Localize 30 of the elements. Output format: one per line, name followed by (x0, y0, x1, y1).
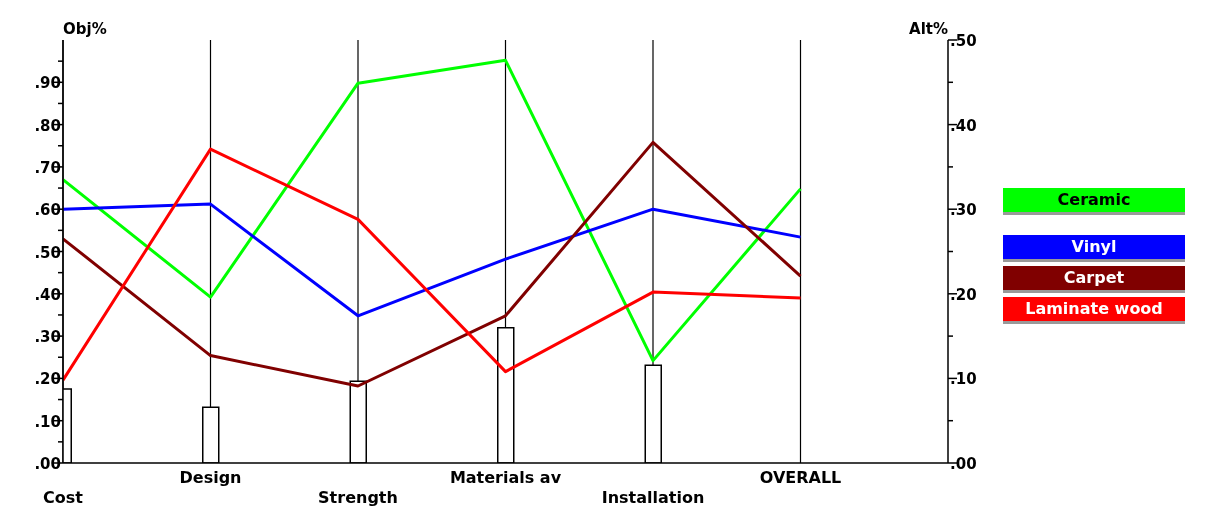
y-tick-label: .60 (34, 201, 61, 220)
y-tick-label: .80 (34, 116, 61, 135)
x-tick-label: Installation (601, 488, 705, 507)
y2-tick-label: .00 (950, 455, 977, 473)
y2-tick-label: .50 (950, 32, 977, 50)
y-tick-label: .30 (34, 328, 61, 347)
line-series (63, 202, 802, 318)
y2-tick-label: .30 (950, 201, 977, 220)
text: Laminate wood (1003, 297, 1185, 324)
y-tick-label: .50 (34, 243, 61, 262)
y-tick-label: .10 (34, 412, 61, 431)
y-tick-label: .90 (34, 74, 61, 93)
y-axis-title: Obj% (63, 20, 107, 38)
x-tick-label: Design (179, 468, 242, 487)
y-tick-label: .00 (34, 455, 61, 473)
y-tick-label: .70 (34, 158, 61, 177)
text: Vinyl (1003, 235, 1185, 262)
text: Carpet (1003, 266, 1185, 293)
y2-tick-label: .10 (950, 370, 977, 389)
x-tick-label: Materials av (449, 468, 562, 487)
line-series (63, 58, 802, 363)
y2-tick-label: .40 (950, 116, 977, 135)
x-tick-label: Cost (43, 488, 84, 507)
x-tick-label: Strength (318, 488, 398, 507)
y2-tick-label: .20 (950, 285, 977, 304)
y2-axis-title: Alt% (909, 20, 948, 38)
y-tick-label: .20 (34, 370, 61, 389)
text: Ceramic (1003, 188, 1185, 215)
y-tick-label: .40 (34, 285, 61, 304)
x-tick-label: OVERALL (759, 468, 842, 487)
